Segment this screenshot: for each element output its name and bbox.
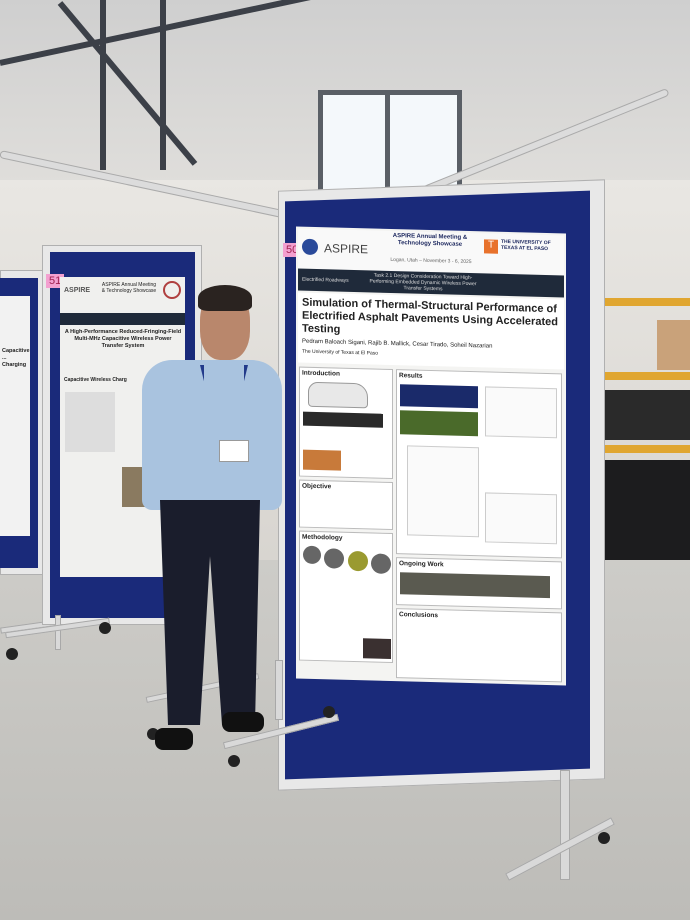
caster-wheel <box>6 648 18 660</box>
board-leg <box>275 660 283 720</box>
section-heading: Conclusions <box>399 611 439 620</box>
poster-affiliation: The University of Texas at El Paso <box>302 348 379 357</box>
board-leg <box>55 615 61 650</box>
research-poster: ASPIRE ASPIRE Annual Meeting & Technolog… <box>296 226 566 686</box>
person-hair <box>198 285 252 311</box>
event-title: ASPIRE Annual Meeting & Technology Showc… <box>392 232 468 248</box>
conclusions-section: Conclusions <box>396 608 562 683</box>
section-heading: Ongoing Work <box>399 560 444 569</box>
section-heading: Objective <box>302 482 332 491</box>
storage-shelf <box>595 290 690 470</box>
ceiling-column <box>100 0 106 170</box>
person-shoe <box>155 728 193 750</box>
objective-section: Objective <box>299 479 393 531</box>
aspire-logo-text: ASPIRE <box>324 241 369 257</box>
far-left-poster-title: Capacitive ... Charging <box>2 348 30 368</box>
booth-number-tag: 51 <box>46 274 65 288</box>
ongoing-work-section: Ongoing Work <box>396 557 562 610</box>
results-section: Results <box>396 369 562 559</box>
event-title: ASPIRE Annual Meeting & Technology Showc… <box>101 282 157 294</box>
caster-wheel <box>323 706 335 718</box>
caster-wheel <box>99 622 111 634</box>
poster-authors: Pedram Baloach Sigani, Rajib B. Mallick,… <box>302 338 493 350</box>
far-left-poster: Capacitive ... Charging <box>0 296 30 536</box>
band-category: Electrified Roadways <box>302 276 349 284</box>
poster-title-box: Simulation of Thermal-Structural Perform… <box>298 292 564 370</box>
caster-wheel <box>228 755 240 767</box>
section-heading: Methodology <box>302 533 343 542</box>
poster-title: A High-Performance Reduced-Fringing-Fiel… <box>64 329 182 349</box>
caster-wheel <box>598 832 610 844</box>
person-shirt <box>142 360 282 510</box>
band-task: Task 2.1 Design Consideration Toward Hig… <box>369 272 477 293</box>
name-badge <box>219 440 249 462</box>
board-leg <box>560 770 570 880</box>
nsf-logo <box>302 238 318 256</box>
logo-text: ASPIRE <box>64 287 91 294</box>
university-seal <box>163 281 181 299</box>
university-name: THE UNIVERSITY OF TEXAS AT EL PASO <box>501 238 551 253</box>
person-shoe <box>222 712 264 732</box>
section-heading: Introduction <box>302 369 340 378</box>
event-date: Logan, Utah – November 3 - 6, 2025 <box>390 256 472 266</box>
methodology-section: Methodology <box>299 530 393 664</box>
far-left-board: Capacitive ... Charging <box>0 278 38 568</box>
left-board: 51 ASPIRE ASPIRE Annual Meeting & Techno… <box>46 252 195 618</box>
section-heading: Capacitive Wireless Charg <box>64 377 127 383</box>
section-heading: Results <box>399 372 423 380</box>
utep-logo: T <box>484 239 498 254</box>
ceiling-column <box>160 0 166 170</box>
poster-header: ASPIRE ASPIRE Annual Meeting & Technolog… <box>298 228 564 276</box>
introduction-section: Introduction <box>299 366 393 480</box>
poster-title: Simulation of Thermal-Structural Perform… <box>302 296 558 336</box>
